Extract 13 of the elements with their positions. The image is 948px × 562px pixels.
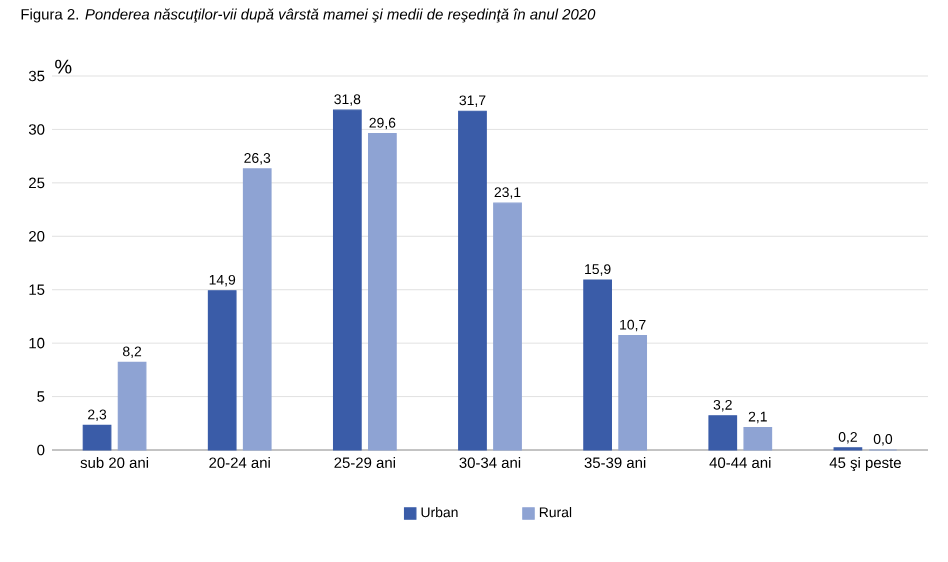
bar: [368, 133, 397, 451]
bar: [743, 426, 773, 451]
bar: [708, 415, 738, 451]
bar: [583, 279, 612, 451]
bar: [242, 168, 272, 451]
bar: [207, 290, 237, 451]
bar: [458, 110, 487, 451]
bar: [618, 335, 648, 451]
y-axis-title: %: [55, 59, 72, 74]
bar: [332, 109, 362, 451]
bar: [82, 424, 112, 451]
bar: [117, 361, 147, 451]
bar: [493, 202, 522, 451]
